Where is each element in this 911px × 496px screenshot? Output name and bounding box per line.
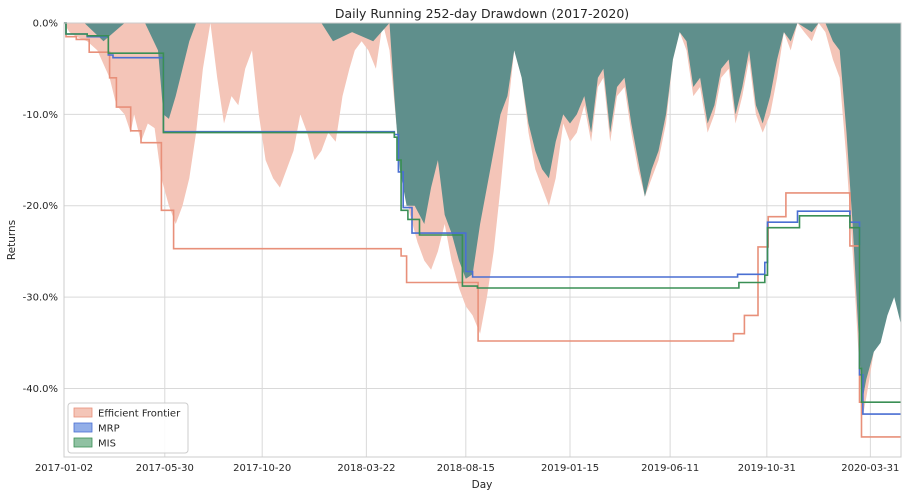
max-drawdown-lines	[64, 22, 901, 438]
mis-legend-swatch	[73, 437, 93, 448]
mrp-mis-overlap-drawdown-area	[64, 23, 901, 398]
x-tick-label: 2017-05-30	[136, 463, 194, 474]
mrp-max-drawdown-line	[64, 22, 901, 415]
y-tick-label: -20.0%	[23, 201, 58, 212]
chart-title: Daily Running 252-day Drawdown (2017-202…	[335, 6, 629, 21]
y-axis-label: Returns	[6, 220, 18, 260]
y-tick-label: 0.0%	[33, 19, 58, 30]
plot-frame	[63, 22, 902, 458]
x-tick-labels: 2017-01-02 2017-05-30 2017-10-20 2018-03-22…	[35, 463, 899, 474]
efficient-frontier-legend-swatch	[73, 407, 93, 418]
mis-max-drawdown-line	[64, 22, 901, 403]
x-tick-label: 2018-03-22	[337, 463, 395, 474]
x-tick-label: 2017-01-02	[35, 463, 93, 474]
mis-legend-label: MIS	[98, 439, 116, 450]
x-tick-label: 2019-10-31	[738, 463, 796, 474]
legend-box	[67, 402, 189, 454]
y-tick-label: -10.0%	[23, 110, 58, 121]
mrp-legend-label: MRP	[98, 424, 120, 435]
x-tick-label: 2019-01-15	[541, 463, 599, 474]
x-tick-label: 2020-03-31	[841, 463, 899, 474]
legend: Efficient Frontier MRP MIS	[67, 402, 189, 454]
y-tick-label: -40.0%	[23, 384, 58, 395]
y-tick-labels: 0.0% -10.0% -20.0% -30.0% -40.0%	[23, 19, 58, 395]
x-tick-label: 2019-06-11	[641, 463, 699, 474]
efficient-frontier-drawdown-area	[64, 23, 901, 416]
efficient-frontier-max-drawdown-line	[64, 22, 901, 438]
x-tick-label: 2018-08-15	[437, 463, 495, 474]
efficient-frontier-legend-label: Efficient Frontier	[98, 409, 181, 420]
mrp-legend-swatch	[73, 422, 93, 433]
drawdown-areas	[64, 23, 901, 416]
x-axis-label: Day	[472, 479, 493, 491]
x-tick-label: 2017-10-20	[233, 463, 291, 474]
y-tick-label: -30.0%	[23, 293, 58, 304]
